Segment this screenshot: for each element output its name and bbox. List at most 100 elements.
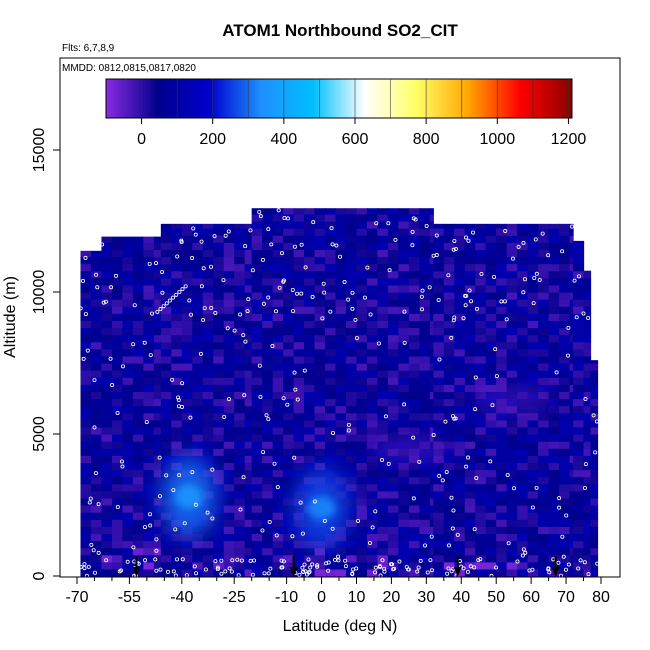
heatmap-cell bbox=[583, 284, 592, 293]
heatmap-cell bbox=[345, 208, 358, 215]
track-marker bbox=[270, 344, 275, 349]
heatmap-cell bbox=[433, 377, 445, 385]
heatmap-cell bbox=[475, 540, 487, 549]
track-marker bbox=[476, 558, 481, 563]
heatmap-cell bbox=[590, 519, 599, 527]
heatmap-cell bbox=[272, 426, 284, 435]
heatmap-cell bbox=[272, 341, 284, 350]
heatmap-cell bbox=[304, 327, 316, 336]
track-marker bbox=[303, 569, 308, 574]
heatmap-cell bbox=[160, 341, 172, 350]
heatmap-cell bbox=[366, 292, 379, 300]
heatmap-cell bbox=[234, 519, 246, 527]
heatmap-cell bbox=[454, 235, 466, 243]
heatmap-cell bbox=[345, 370, 358, 378]
heatmap-cell bbox=[80, 250, 92, 258]
heatmap-cell bbox=[506, 299, 518, 307]
heatmap-cell bbox=[160, 540, 172, 549]
track-marker bbox=[150, 311, 155, 316]
track-marker bbox=[494, 565, 499, 570]
track-marker bbox=[143, 525, 148, 530]
heatmap-cell bbox=[213, 223, 225, 229]
heatmap-cell bbox=[583, 384, 592, 392]
heatmap-cell bbox=[251, 469, 263, 478]
heatmap-cell bbox=[387, 363, 399, 371]
heatmap-cell bbox=[429, 370, 434, 378]
heatmap-cell bbox=[181, 299, 193, 307]
track-marker bbox=[547, 570, 552, 575]
heatmap-cell bbox=[419, 497, 431, 506]
heatmap-cell bbox=[475, 370, 487, 378]
heatmap-cell bbox=[377, 341, 389, 350]
heatmap-cell bbox=[132, 370, 144, 378]
track-marker bbox=[96, 502, 101, 507]
heatmap-cell bbox=[153, 292, 162, 300]
heatmap-cell bbox=[335, 434, 347, 442]
heatmap-cell bbox=[387, 208, 399, 215]
heatmap-cell bbox=[398, 540, 410, 549]
heatmap-cell bbox=[475, 547, 487, 556]
heatmap-cell bbox=[283, 292, 295, 300]
heatmap-cell bbox=[408, 299, 420, 307]
heatmap-cell bbox=[419, 249, 431, 258]
x-axis-label: Latitude (deg N) bbox=[283, 618, 398, 635]
heatmap-cell bbox=[111, 469, 124, 478]
track-marker bbox=[93, 471, 98, 476]
heatmap-cell bbox=[443, 313, 455, 321]
heatmap-cell bbox=[569, 561, 574, 570]
heatmap-cell bbox=[251, 213, 263, 222]
heatmap-cell bbox=[356, 228, 368, 236]
heatmap-cell bbox=[122, 547, 134, 556]
heatmap-cell bbox=[443, 512, 455, 520]
heatmap-cell bbox=[356, 221, 368, 229]
heatmap-cell bbox=[569, 277, 574, 286]
heatmap-cell bbox=[398, 469, 410, 478]
heatmap-cell bbox=[202, 341, 214, 350]
heatmap-cell bbox=[419, 370, 431, 378]
heatmap-cell bbox=[234, 568, 246, 577]
heatmap-cell bbox=[272, 391, 284, 400]
heatmap-cell bbox=[244, 540, 253, 549]
heatmap-cell bbox=[213, 377, 225, 385]
heatmap-cell bbox=[559, 469, 571, 478]
heatmap-cell bbox=[345, 419, 358, 428]
heatmap-cell bbox=[485, 284, 497, 293]
heatmap-cell bbox=[234, 348, 246, 357]
heatmap-cell bbox=[283, 505, 295, 513]
heatmap-cell bbox=[223, 405, 235, 414]
heatmap-cell bbox=[475, 355, 487, 364]
heatmap-cell bbox=[80, 462, 92, 471]
heatmap-cell bbox=[356, 320, 368, 329]
heatmap-cell bbox=[527, 554, 539, 563]
heatmap-cell bbox=[433, 483, 445, 492]
heatmap-cell bbox=[283, 355, 295, 364]
heatmap-cell bbox=[223, 398, 235, 407]
heatmap-cell bbox=[559, 292, 571, 300]
heatmap-cell bbox=[485, 277, 497, 286]
heatmap-cell bbox=[90, 519, 103, 527]
heatmap-cell bbox=[356, 363, 368, 371]
heatmap-cell bbox=[573, 505, 585, 513]
heatmap-cell bbox=[283, 306, 295, 314]
heatmap-cell bbox=[387, 235, 399, 243]
heatmap-cell bbox=[366, 540, 379, 549]
heatmap-cell bbox=[101, 512, 113, 520]
heatmap-cell bbox=[132, 242, 144, 250]
heatmap-cell bbox=[387, 497, 399, 506]
heatmap-cell bbox=[590, 441, 599, 449]
track-marker bbox=[520, 553, 525, 558]
heatmap-cell bbox=[485, 363, 497, 371]
heatmap-cell bbox=[244, 355, 253, 364]
heatmap-cell bbox=[506, 568, 518, 577]
heatmap-cell bbox=[223, 256, 235, 265]
heatmap-cell bbox=[506, 292, 518, 300]
heatmap-cell bbox=[244, 320, 253, 329]
heatmap-cell bbox=[90, 540, 103, 549]
heatmap-cell bbox=[419, 208, 431, 215]
heatmap-cell bbox=[387, 348, 399, 357]
heatmap-cell bbox=[485, 448, 497, 456]
heatmap-cell bbox=[548, 412, 560, 421]
heatmap-cell bbox=[433, 320, 445, 329]
heatmap-cell bbox=[160, 334, 172, 343]
heatmap-cell bbox=[517, 292, 529, 300]
